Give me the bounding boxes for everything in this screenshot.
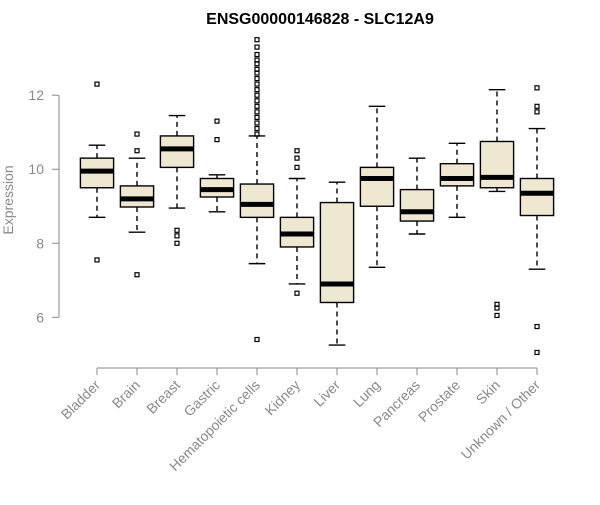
iqr-box (519, 177, 555, 217)
x-tick-label: Skin (473, 377, 504, 408)
outlier-point (294, 148, 300, 154)
y-tick-label: 10 (28, 161, 44, 177)
x-tick-label: Lung (350, 377, 383, 410)
iqr-box (159, 135, 195, 169)
outlier-point (254, 109, 260, 115)
outlier-point (254, 125, 260, 132)
outlier-point (254, 131, 260, 137)
outlier-point (254, 98, 260, 104)
outlier-point (214, 137, 220, 143)
outlier-point (254, 61, 260, 67)
box-skin (479, 88, 515, 319)
box-pancreas (399, 157, 435, 235)
y-tick-label: 6 (36, 309, 44, 325)
outlier-point (534, 85, 540, 91)
iqr-box (439, 162, 475, 187)
outlier-point (134, 148, 140, 154)
x-tick-label: Prostate (415, 377, 463, 425)
outlier-point (174, 227, 180, 233)
outlier-point (494, 312, 500, 319)
outlier-point (254, 120, 260, 126)
outlier-point (534, 323, 540, 330)
outlier-point (134, 272, 140, 278)
iqr-box (359, 166, 395, 207)
box-gastric (199, 118, 235, 213)
outlier-point (174, 233, 180, 239)
outlier-point (254, 103, 260, 109)
outlier-point (254, 70, 260, 76)
y-tick-label: 12 (28, 87, 44, 103)
outlier-point (254, 336, 260, 343)
box-liver (319, 181, 355, 346)
iqr-box (319, 201, 355, 304)
iqr-box (479, 140, 515, 189)
outlier-point (294, 290, 300, 296)
outlier-point (534, 349, 540, 356)
x-tick-label: Liver (310, 377, 343, 410)
x-tick-label: Breast (143, 377, 183, 417)
outlier-point (294, 155, 300, 161)
outlier-point (94, 257, 100, 263)
x-tick-label: Brain (109, 377, 143, 411)
box-breast (159, 114, 195, 246)
outlier-point (134, 131, 140, 137)
box-prostate (439, 142, 475, 219)
box-kidney (279, 148, 315, 296)
outlier-point (254, 44, 260, 50)
outlier-point (254, 92, 260, 98)
iqr-box (399, 188, 435, 222)
box-bladder (79, 81, 115, 263)
x-tick-label: Kidney (262, 377, 304, 419)
box-series (79, 37, 555, 356)
outlier-point (254, 87, 260, 93)
box-unknown-other (519, 85, 555, 356)
outlier-point (254, 51, 260, 58)
y-axis: 6 8 10 12 (28, 87, 60, 325)
outlier-point (94, 81, 100, 87)
x-tick-label: Bladder (58, 377, 104, 423)
outlier-point (534, 103, 540, 109)
outlier-point (534, 109, 540, 115)
box-hematopoietic-cells (239, 37, 275, 343)
y-axis-label: Expression (0, 165, 16, 234)
outlier-point (174, 240, 180, 246)
outlier-point (254, 81, 260, 87)
outlier-point (294, 164, 300, 170)
y-tick-label: 8 (36, 235, 44, 251)
outlier-point (254, 75, 260, 82)
outlier-point (494, 305, 500, 311)
outlier-point (214, 118, 220, 124)
outlier-point (254, 114, 260, 121)
chart-title: ENSG00000146828 - SLC12A9 (206, 11, 434, 28)
box-brain (119, 131, 155, 278)
outlier-point (254, 37, 260, 43)
box-lung (359, 105, 395, 269)
iqr-box (239, 183, 275, 219)
